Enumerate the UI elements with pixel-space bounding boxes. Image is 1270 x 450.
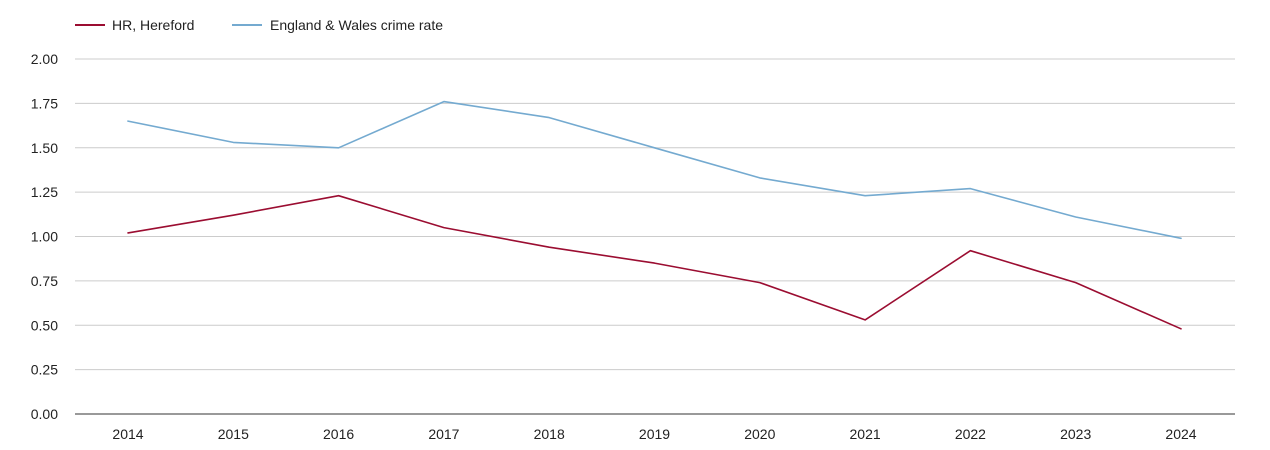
- legend-item[interactable]: England & Wales crime rate: [232, 17, 443, 33]
- series-line-hr-hereford: [127, 194, 1182, 330]
- y-tick-label: 0.25: [31, 362, 58, 378]
- x-tick-label: 2023: [1060, 426, 1091, 442]
- y-tick-label: 1.50: [31, 140, 58, 156]
- x-tick-label: 2015: [218, 426, 249, 442]
- x-tick-label: 2016: [323, 426, 354, 442]
- x-tick-label: 2018: [534, 426, 565, 442]
- legend: HR, Hereford England & Wales crime rate: [75, 17, 443, 33]
- x-tick-label: 2022: [955, 426, 986, 442]
- y-tick-label: 0.50: [31, 317, 58, 333]
- y-tick-label: 1.00: [31, 229, 58, 245]
- series-line-england-wales-crime-rate: [127, 100, 1182, 240]
- series-lines: [127, 100, 1182, 330]
- x-tick-label: 2017: [428, 426, 459, 442]
- y-tick-label: 1.75: [31, 95, 58, 111]
- y-tick-label: 0.00: [31, 406, 58, 422]
- x-tick-label: 2021: [850, 426, 881, 442]
- y-tick-label: 2.00: [31, 51, 58, 67]
- legend-label: HR, Hereford: [112, 17, 194, 33]
- y-axis-labels: 0.00 0.25 0.50 0.75 1.00 1.25 1.50 1.75 2.00: [31, 51, 58, 422]
- x-tick-label: 2019: [639, 426, 670, 442]
- x-axis-labels: 2014 2015 2016 2017 2018 2019 2020 2021 2022 2023…: [112, 426, 1196, 442]
- x-tick-label: 2024: [1165, 426, 1196, 442]
- y-tick-label: 1.25: [31, 184, 58, 200]
- grid-lines: [75, 58, 1235, 371]
- y-tick-label: 0.75: [31, 273, 58, 289]
- x-tick-label: 2014: [112, 426, 143, 442]
- x-tick-label: 2020: [744, 426, 775, 442]
- legend-label: England & Wales crime rate: [270, 17, 443, 33]
- legend-item[interactable]: HR, Hereford: [75, 17, 194, 33]
